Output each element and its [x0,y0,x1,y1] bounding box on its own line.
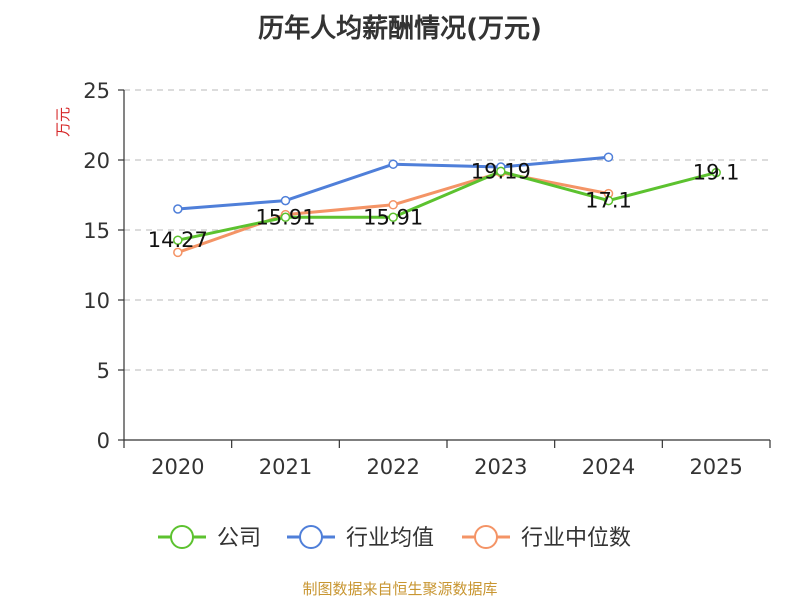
data-label: 19.19 [471,159,531,183]
legend-item[interactable]: 公司 [158,525,261,551]
legend-item[interactable]: 行业中位数 [462,525,631,551]
data-point[interactable] [388,212,398,223]
legend-label: 行业均值 [346,526,434,551]
legend-marker [299,525,323,549]
y-tick-label: 0 [97,429,110,453]
y-tick-label: 10 [83,289,110,313]
legend-label: 行业中位数 [521,526,631,551]
y-tick-label: 20 [83,149,110,173]
x-tick-label: 2024 [582,455,635,479]
data-label: 15.91 [363,205,423,229]
data-point[interactable] [173,247,183,258]
series-layer [173,152,721,258]
legend-item[interactable]: 行业均值 [287,525,434,551]
grid-lines [124,89,770,371]
series-line-0 [177,169,717,242]
source-note: 制图数据来自恒生聚源数据库 [302,580,498,598]
data-point[interactable] [603,195,614,206]
y-tick-label: 15 [83,219,110,243]
x-tick-label: 2021 [259,455,312,479]
data-label: 14.27 [148,228,208,252]
data-point[interactable] [496,166,506,177]
legend-marker [170,525,194,549]
legend-label: 公司 [217,526,261,551]
data-point[interactable] [173,235,183,245]
data-labels: 14.27 15.91 15.91 19.19 17.1 19.1 [148,159,740,252]
legend-marker [474,525,498,549]
y-axis-label: 万元 [54,107,72,137]
data-point[interactable] [280,195,291,206]
data-point[interactable] [603,152,614,162]
data-point[interactable] [388,159,398,169]
y-tick-label: 5 [97,359,110,383]
legend: 公司 行业均值 行业中位数 [158,525,631,551]
x-tick-label: 2022 [366,455,419,479]
data-point[interactable] [711,167,721,178]
data-label: 17.1 [585,189,632,213]
data-point[interactable] [173,204,183,214]
y-tick-label: 25 [83,79,110,103]
chart-title: 历年人均薪酬情况(万元) [258,14,542,44]
data-label: 19.1 [693,161,740,185]
data-label: 15.91 [255,205,315,229]
x-tick-label: 2025 [689,455,742,479]
x-tick-label: 2023 [474,455,527,479]
data-point[interactable] [388,200,398,210]
x-tick-label: 2020 [151,455,204,479]
data-point[interactable] [280,212,291,223]
